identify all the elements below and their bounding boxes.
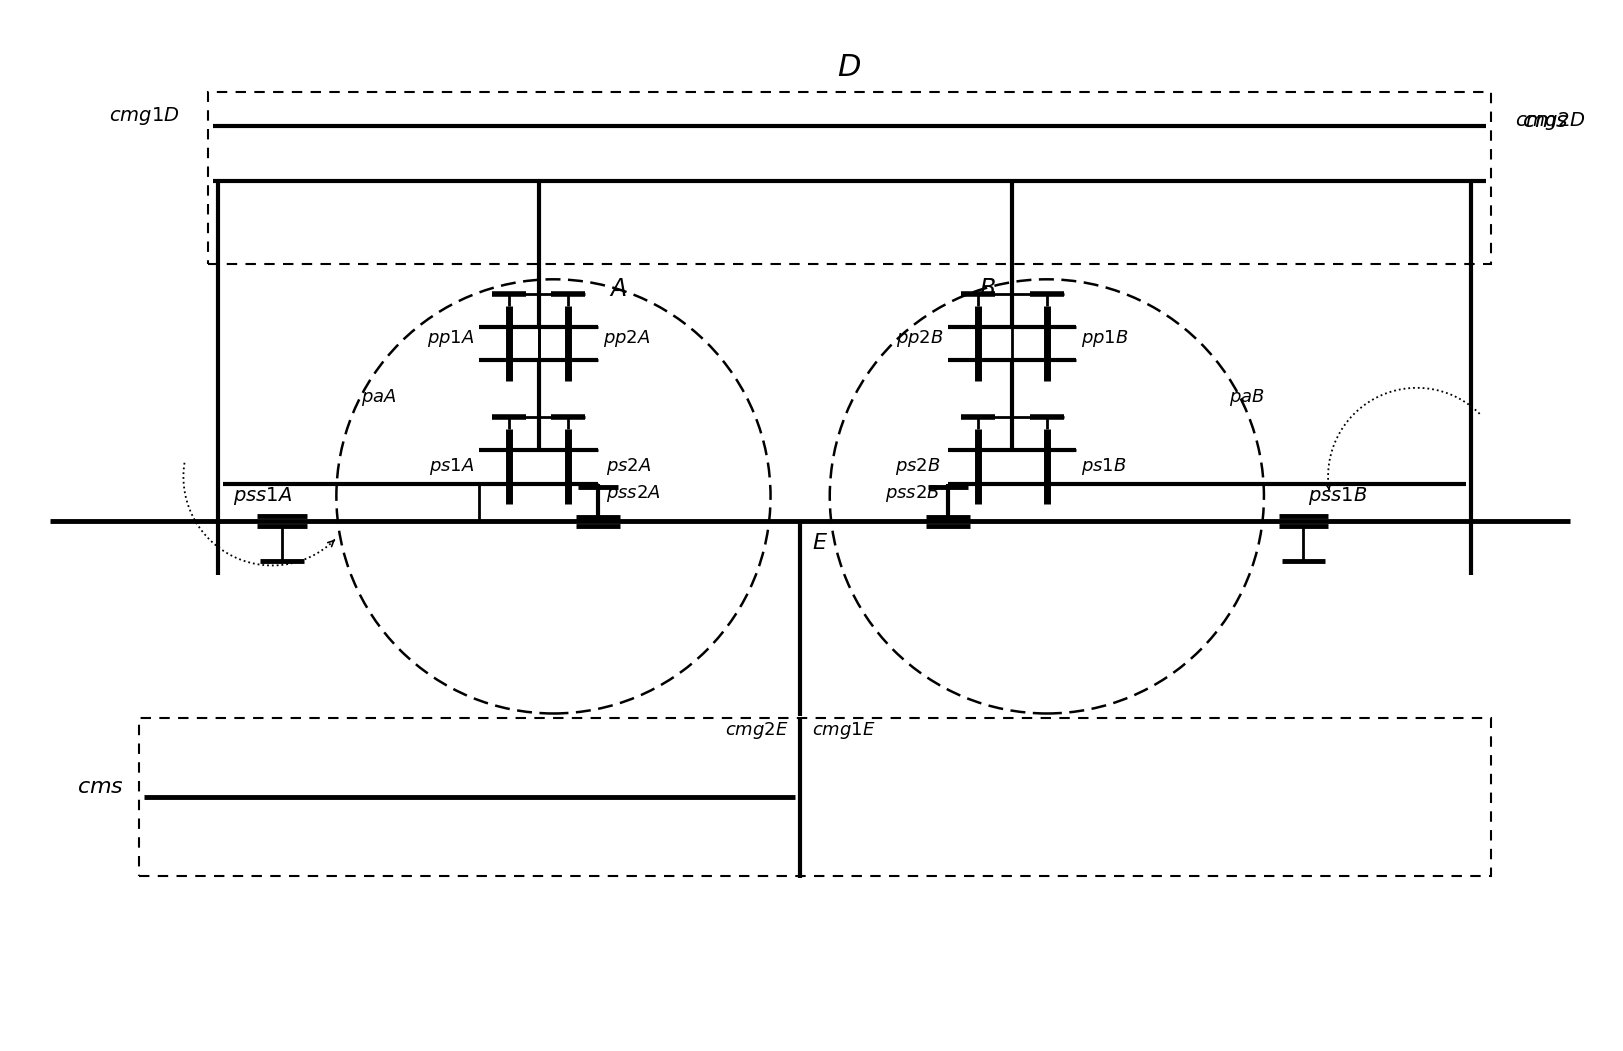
Text: $cms$: $cms$ bbox=[1522, 111, 1569, 131]
Text: $cms$: $cms$ bbox=[78, 778, 125, 798]
Text: $pp1B$: $pp1B$ bbox=[1081, 328, 1130, 349]
Text: $ps1A$: $ps1A$ bbox=[428, 456, 474, 477]
Text: $pp2A$: $pp2A$ bbox=[602, 328, 651, 349]
Text: $B$: $B$ bbox=[979, 277, 997, 302]
Text: $paA$: $paA$ bbox=[360, 387, 396, 408]
Text: $pp1A$: $pp1A$ bbox=[427, 328, 474, 349]
Text: $pss2B$: $pss2B$ bbox=[885, 482, 940, 503]
Text: $ps2A$: $ps2A$ bbox=[605, 456, 651, 477]
Text: $paB$: $paB$ bbox=[1229, 387, 1266, 408]
Text: $pss1B$: $pss1B$ bbox=[1308, 486, 1368, 508]
Text: $ps1B$: $ps1B$ bbox=[1081, 456, 1126, 477]
Text: $cmg1E$: $cmg1E$ bbox=[812, 720, 876, 741]
Text: $cmg2E$: $cmg2E$ bbox=[724, 720, 789, 741]
Text: $cmg1D$: $cmg1D$ bbox=[109, 105, 179, 127]
Text: $pss1A$: $pss1A$ bbox=[232, 486, 292, 508]
Text: $E$: $E$ bbox=[812, 533, 828, 553]
Text: $cmg2D$: $cmg2D$ bbox=[1514, 110, 1586, 132]
Text: $pp2B$: $pp2B$ bbox=[896, 328, 943, 349]
Text: $D$: $D$ bbox=[837, 53, 862, 82]
Text: $A$: $A$ bbox=[609, 277, 626, 302]
Text: $pss2A$: $pss2A$ bbox=[605, 482, 661, 503]
Text: $ps2B$: $ps2B$ bbox=[894, 456, 940, 477]
